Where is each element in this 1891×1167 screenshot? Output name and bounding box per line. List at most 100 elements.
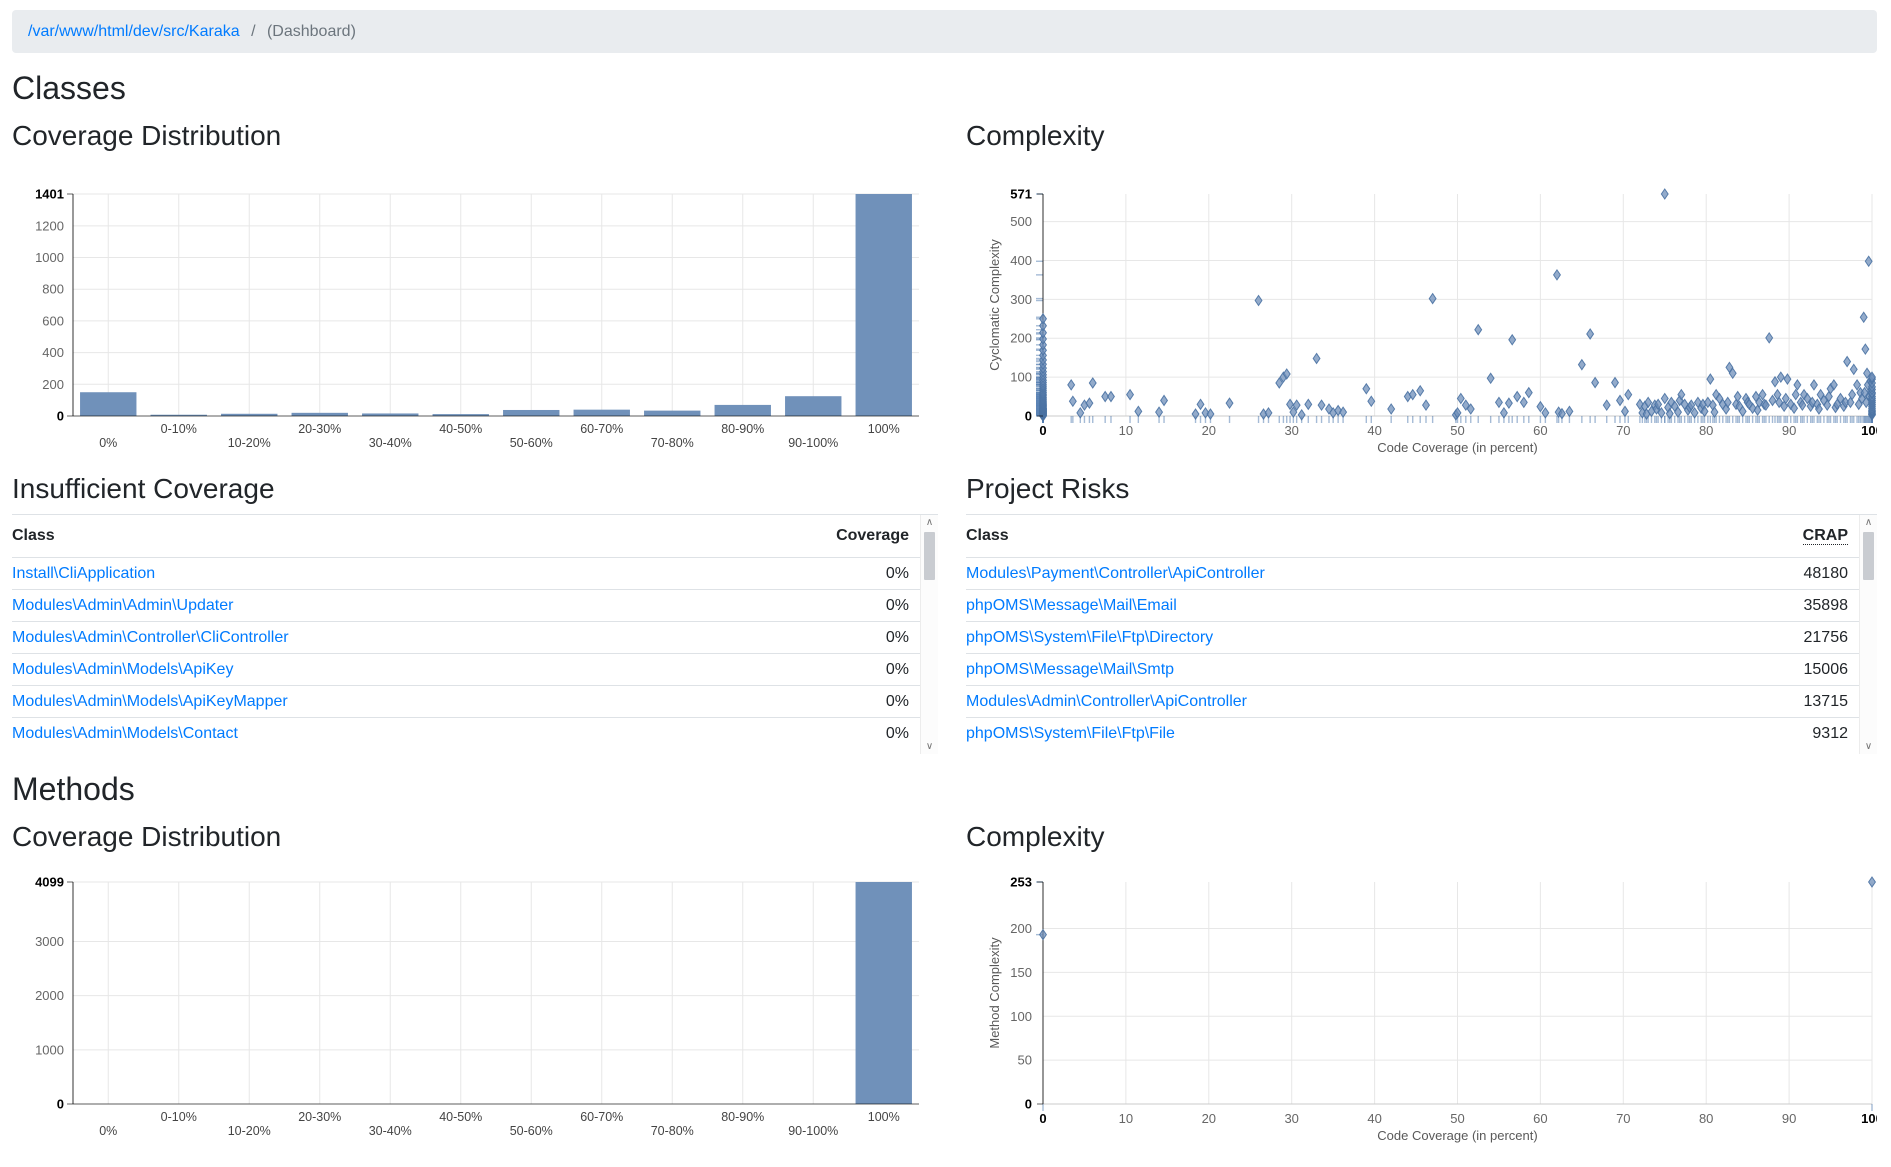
svg-text:60: 60 — [1533, 1111, 1547, 1126]
svg-text:100: 100 — [1861, 423, 1877, 438]
table-scrollbar[interactable]: ∧ ∨ — [1859, 514, 1877, 754]
class-link[interactable]: Modules\Admin\Models\Contact — [12, 724, 238, 742]
svg-text:50-60%: 50-60% — [510, 1124, 553, 1138]
svg-text:40: 40 — [1367, 423, 1381, 438]
table-row: Modules\Payment\Controller\ApiController… — [966, 556, 1860, 590]
svg-text:100: 100 — [1010, 370, 1032, 385]
scroll-up-icon[interactable]: ∧ — [1864, 516, 1873, 528]
svg-text:0%: 0% — [99, 1124, 117, 1138]
svg-text:10-20%: 10-20% — [228, 1124, 271, 1138]
svg-text:253: 253 — [1010, 874, 1032, 889]
scroll-up-icon[interactable]: ∧ — [925, 516, 934, 528]
breadcrumb-separator: / — [251, 23, 256, 40]
methods-coverage-title: Coverage Distribution — [12, 820, 282, 852]
value-cell: 0% — [714, 716, 921, 749]
table-row: Modules\Admin\Admin\Updater 0% — [12, 588, 921, 622]
class-link[interactable]: phpOMS\Message\Mail\Smtp — [966, 660, 1175, 678]
class-link[interactable]: phpOMS\System\File\Ftp\File — [966, 724, 1175, 742]
value-cell: 9312 — [1720, 716, 1860, 749]
class-column-header: Class — [966, 526, 1009, 544]
table-row: phpOMS\Message\Mail\Email 35898 — [966, 588, 1860, 622]
class-link[interactable]: phpOMS\System\File\Ftp\Directory — [966, 628, 1214, 646]
svg-text:80: 80 — [1699, 423, 1713, 438]
value-cell: 13715 — [1720, 684, 1860, 718]
scrollbar-thumb[interactable] — [1863, 531, 1874, 580]
svg-text:Method Complexity: Method Complexity — [987, 936, 1002, 1048]
project-risks-column: Project Risks Class CRAP Modules\Payment… — [966, 466, 1877, 754]
class-link[interactable]: Modules\Admin\Models\ApiKey — [12, 660, 234, 678]
svg-text:30-40%: 30-40% — [369, 1124, 412, 1138]
class-cell: Modules\Admin\Admin\Updater — [12, 588, 715, 622]
svg-text:0: 0 — [1039, 1111, 1046, 1126]
methods-charts-row: Coverage Distribution 0 1000 2000 3000 4099 0… — [12, 814, 1877, 1167]
class-cell: Modules\Admin\Models\ApiKeyMapper — [12, 684, 715, 718]
class-cell: Modules\Admin\Controller\ApiController — [966, 684, 1721, 718]
classes-complexity-chart: 0 100 200 300 400 500 571 0 10 20 30 40 50 60 70 80 90 10… — [987, 186, 1877, 455]
svg-text:Code Coverage (in percent): Code Coverage (in percent) — [1377, 1128, 1537, 1143]
methods-coverage-distribution-chart: 0 1000 2000 3000 4099 0% 0-10% 10-20% 20-30% 30-4… — [35, 874, 919, 1138]
class-link[interactable]: phpOMS\Message\Mail\Email — [966, 596, 1177, 614]
classes-coverage-distribution-chart: 0 200 400 600 800 1000 1200 1401 0% 0-10% 10-20% 20… — [35, 186, 919, 450]
scroll-down-icon[interactable]: ∨ — [1864, 740, 1873, 752]
svg-text:400: 400 — [42, 345, 64, 360]
class-link[interactable]: Modules\Admin\Admin\Updater — [12, 596, 234, 614]
breadcrumb-path-link[interactable]: /var/www/html/dev/src/Karaka — [28, 23, 240, 40]
svg-text:20-30%: 20-30% — [298, 422, 341, 436]
value-cell: 15006 — [1720, 652, 1860, 686]
svg-text:1200: 1200 — [35, 218, 64, 233]
svg-text:50: 50 — [1450, 423, 1464, 438]
svg-text:4099: 4099 — [35, 874, 64, 889]
class-cell: phpOMS\System\File\Ftp\File — [966, 716, 1721, 749]
svg-text:571: 571 — [1010, 186, 1032, 201]
scrollbar-thumb[interactable] — [924, 531, 935, 580]
classes-charts-row: Coverage Distribution 0 200 400 600 800 1000 1… — [12, 113, 1877, 466]
svg-text:90: 90 — [1782, 1111, 1796, 1126]
table-row: phpOMS\System\File\Ftp\File 9312 — [966, 716, 1860, 749]
svg-text:0-10%: 0-10% — [161, 1110, 197, 1124]
svg-text:1000: 1000 — [35, 250, 64, 265]
svg-text:600: 600 — [42, 313, 64, 328]
class-link[interactable]: Install\CliApplication — [12, 564, 156, 582]
class-link[interactable]: Modules\Payment\Controller\ApiController — [966, 564, 1265, 582]
svg-text:500: 500 — [1010, 214, 1032, 229]
class-link[interactable]: Modules\Admin\Models\ApiKeyMapper — [12, 692, 288, 710]
project-risks-table: Class CRAP Modules\Payment\Controller\Ap… — [966, 515, 1860, 749]
class-link[interactable]: Modules\Admin\Controller\ApiController — [966, 692, 1248, 710]
svg-text:800: 800 — [42, 282, 64, 297]
svg-text:90-100%: 90-100% — [788, 436, 838, 450]
svg-text:70-80%: 70-80% — [651, 436, 694, 450]
svg-text:2000: 2000 — [35, 988, 64, 1003]
value-cell: 35898 — [1720, 588, 1860, 622]
svg-text:60-70%: 60-70% — [580, 422, 623, 436]
svg-text:0: 0 — [1039, 423, 1046, 438]
methods-complexity-column: Complexity 0 50 100 150 200 253 0 10 20 30 40 50 60 7… — [966, 814, 1877, 1167]
scroll-down-icon[interactable]: ∨ — [925, 740, 934, 752]
svg-text:40-50%: 40-50% — [439, 422, 482, 436]
table-row: Modules\Admin\Models\ApiKeyMapper 0% — [12, 684, 921, 718]
table-row: Modules\Admin\Controller\ApiController 13… — [966, 684, 1860, 718]
table-scrollbar[interactable]: ∧ ∨ — [920, 514, 938, 754]
svg-text:0: 0 — [57, 1096, 64, 1111]
class-link[interactable]: Modules\Admin\Controller\CliController — [12, 628, 289, 646]
methods-coverage-column: Coverage Distribution 0 1000 2000 3000 4099 0… — [12, 814, 938, 1167]
classes-tables-row: Insufficient Coverage Class Coverage Ins… — [12, 466, 1877, 754]
table-row: phpOMS\System\File\Ftp\Directory 21756 — [966, 620, 1860, 654]
svg-text:50-60%: 50-60% — [510, 436, 553, 450]
class-cell: Modules\Admin\Controller\CliController — [12, 620, 715, 654]
svg-text:Code Coverage (in percent): Code Coverage (in percent) — [1377, 440, 1537, 455]
methods-section-title: Methods — [12, 770, 135, 807]
svg-text:60-70%: 60-70% — [580, 1110, 623, 1124]
value-cell: 21756 — [1720, 620, 1860, 654]
value-cell: 0% — [714, 588, 921, 622]
svg-text:100: 100 — [1010, 1008, 1032, 1023]
svg-text:30-40%: 30-40% — [369, 436, 412, 450]
svg-text:70-80%: 70-80% — [651, 1124, 694, 1138]
svg-text:80-90%: 80-90% — [721, 422, 764, 436]
svg-text:80-90%: 80-90% — [721, 1110, 764, 1124]
methods-complexity-chart: 0 50 100 150 200 253 0 10 20 30 40 50 60 70 80 90 100 Cod… — [987, 874, 1877, 1143]
table-row: Install\CliApplication 0% — [12, 556, 921, 590]
value-cell: 0% — [714, 652, 921, 686]
svg-text:200: 200 — [42, 377, 64, 392]
svg-text:0: 0 — [57, 408, 64, 423]
class-cell: phpOMS\System\File\Ftp\Directory — [966, 620, 1721, 654]
